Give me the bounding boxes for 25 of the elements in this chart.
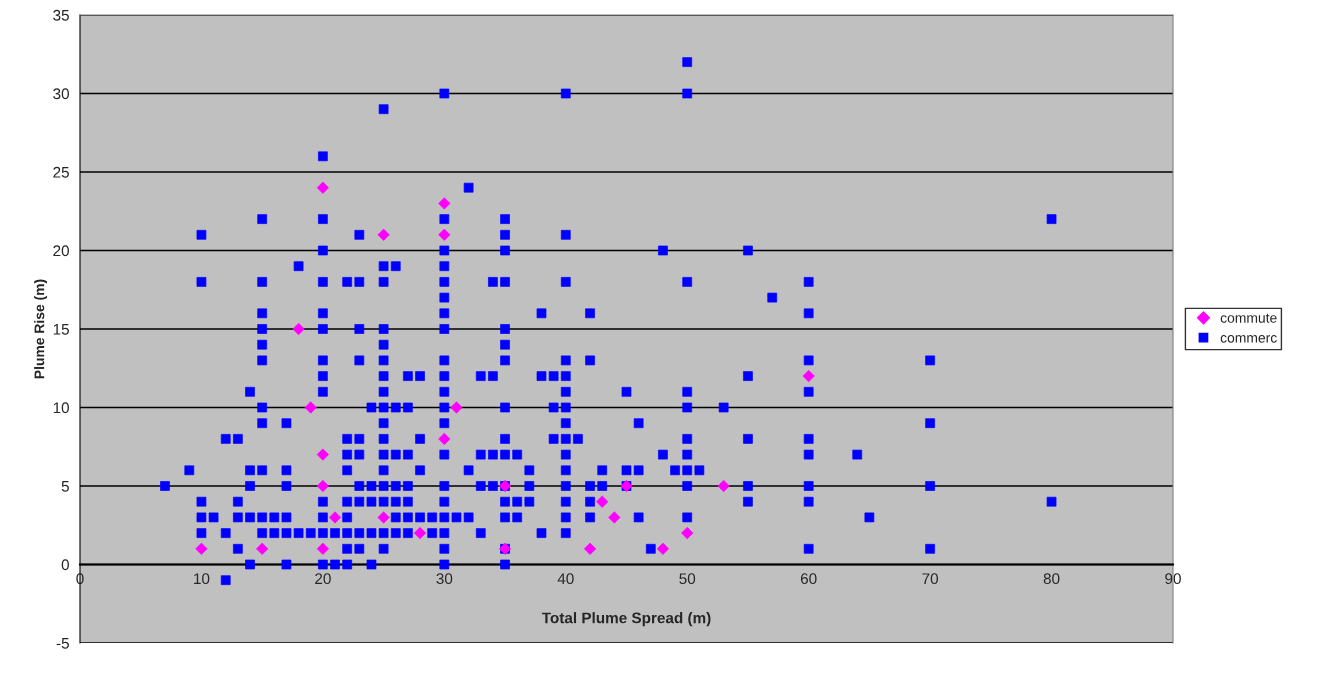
y-axis-title: Plume Rise (m) — [34, 279, 48, 379]
point — [717, 479, 730, 493]
y-tick-label: 15 — [53, 324, 69, 335]
x-tick-label: 70 — [922, 573, 939, 585]
y-tick-label: -5 — [56, 638, 69, 649]
y-tick-label: 10 — [53, 402, 69, 414]
x-tick-label: 30 — [436, 573, 453, 585]
x-tick-label: 40 — [557, 573, 574, 585]
y-tick-label: 0 — [61, 559, 69, 571]
y-tick-label: 35 — [53, 9, 69, 21]
y-tick-label: 30 — [53, 88, 69, 100]
y-tick-label: 25 — [53, 166, 69, 178]
point — [292, 322, 305, 336]
legend-label: commute — [1220, 313, 1277, 323]
x-tick-label: 10 — [194, 573, 210, 585]
x-tick-label: 50 — [679, 573, 696, 585]
x-tick-label: 90 — [1165, 573, 1181, 585]
x-tick-label: 80 — [1043, 573, 1060, 585]
y-tick-label: 20 — [53, 245, 69, 257]
x-axis-title: Total Plume Spread (m) — [541, 612, 711, 627]
x-tick-label: 20 — [315, 573, 331, 585]
x-tick-label: 60 — [800, 573, 817, 585]
point — [328, 511, 342, 524]
legend-label: commerc — [1220, 335, 1277, 343]
y-tick-label: 5 — [61, 481, 69, 492]
